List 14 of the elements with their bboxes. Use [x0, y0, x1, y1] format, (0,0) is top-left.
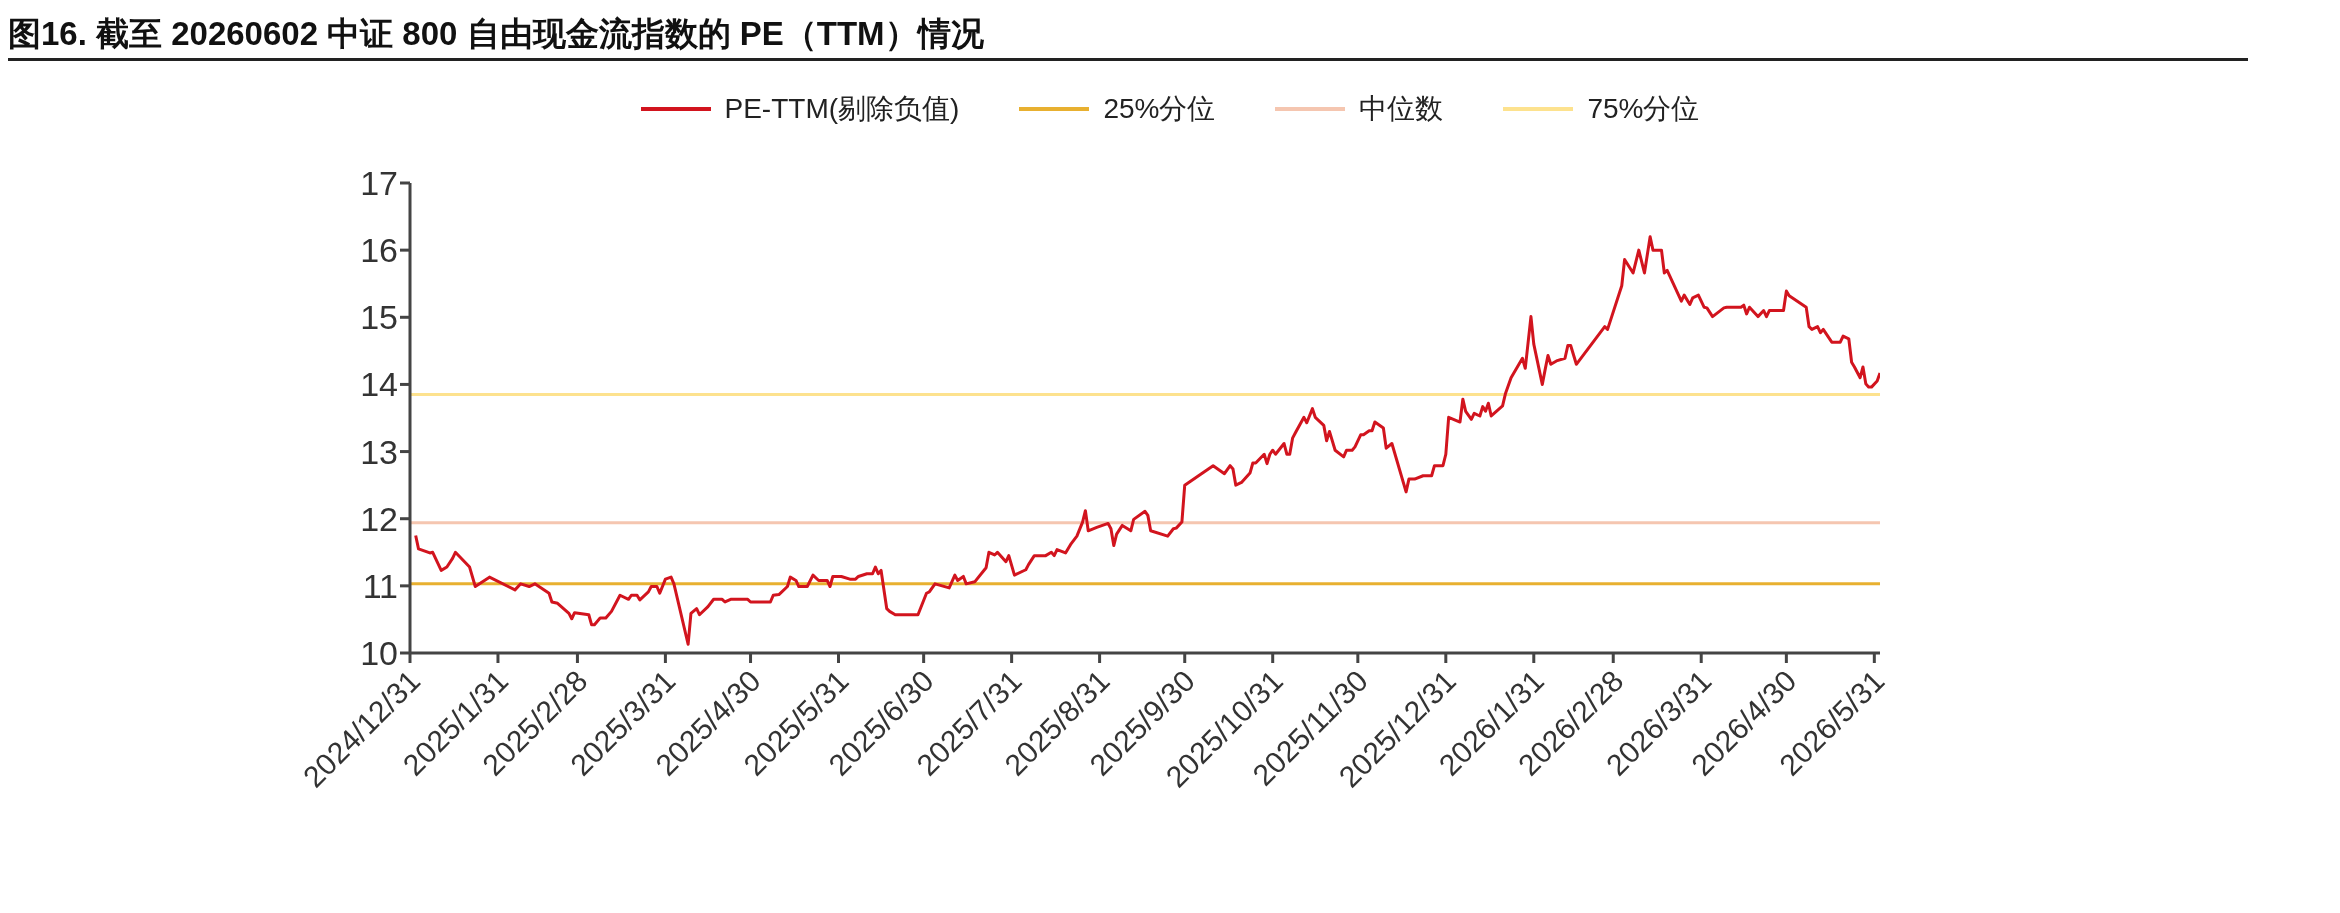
legend-label: PE-TTM(剔除负值): [724, 92, 960, 126]
y-tick-label: 16: [360, 231, 398, 270]
y-tick-label: 13: [360, 432, 398, 471]
line-series: [414, 235, 1880, 646]
legend-label: 75%分位: [1587, 92, 1700, 126]
legend-label: 中位数: [1359, 92, 1444, 126]
y-tick-label: 17: [360, 164, 398, 203]
legend-label: 25%分位: [1103, 92, 1216, 126]
y-tick-label: 15: [360, 298, 398, 337]
y-tick-label: 10: [360, 634, 398, 673]
chart-title: 图16. 截至 20260602 中证 800 自由现金流指数的 PE（TTM）情况: [8, 14, 984, 54]
y-tick-label: 12: [360, 499, 398, 538]
y-tick-label: 11: [362, 566, 398, 605]
y-tick-label: 14: [360, 365, 398, 404]
